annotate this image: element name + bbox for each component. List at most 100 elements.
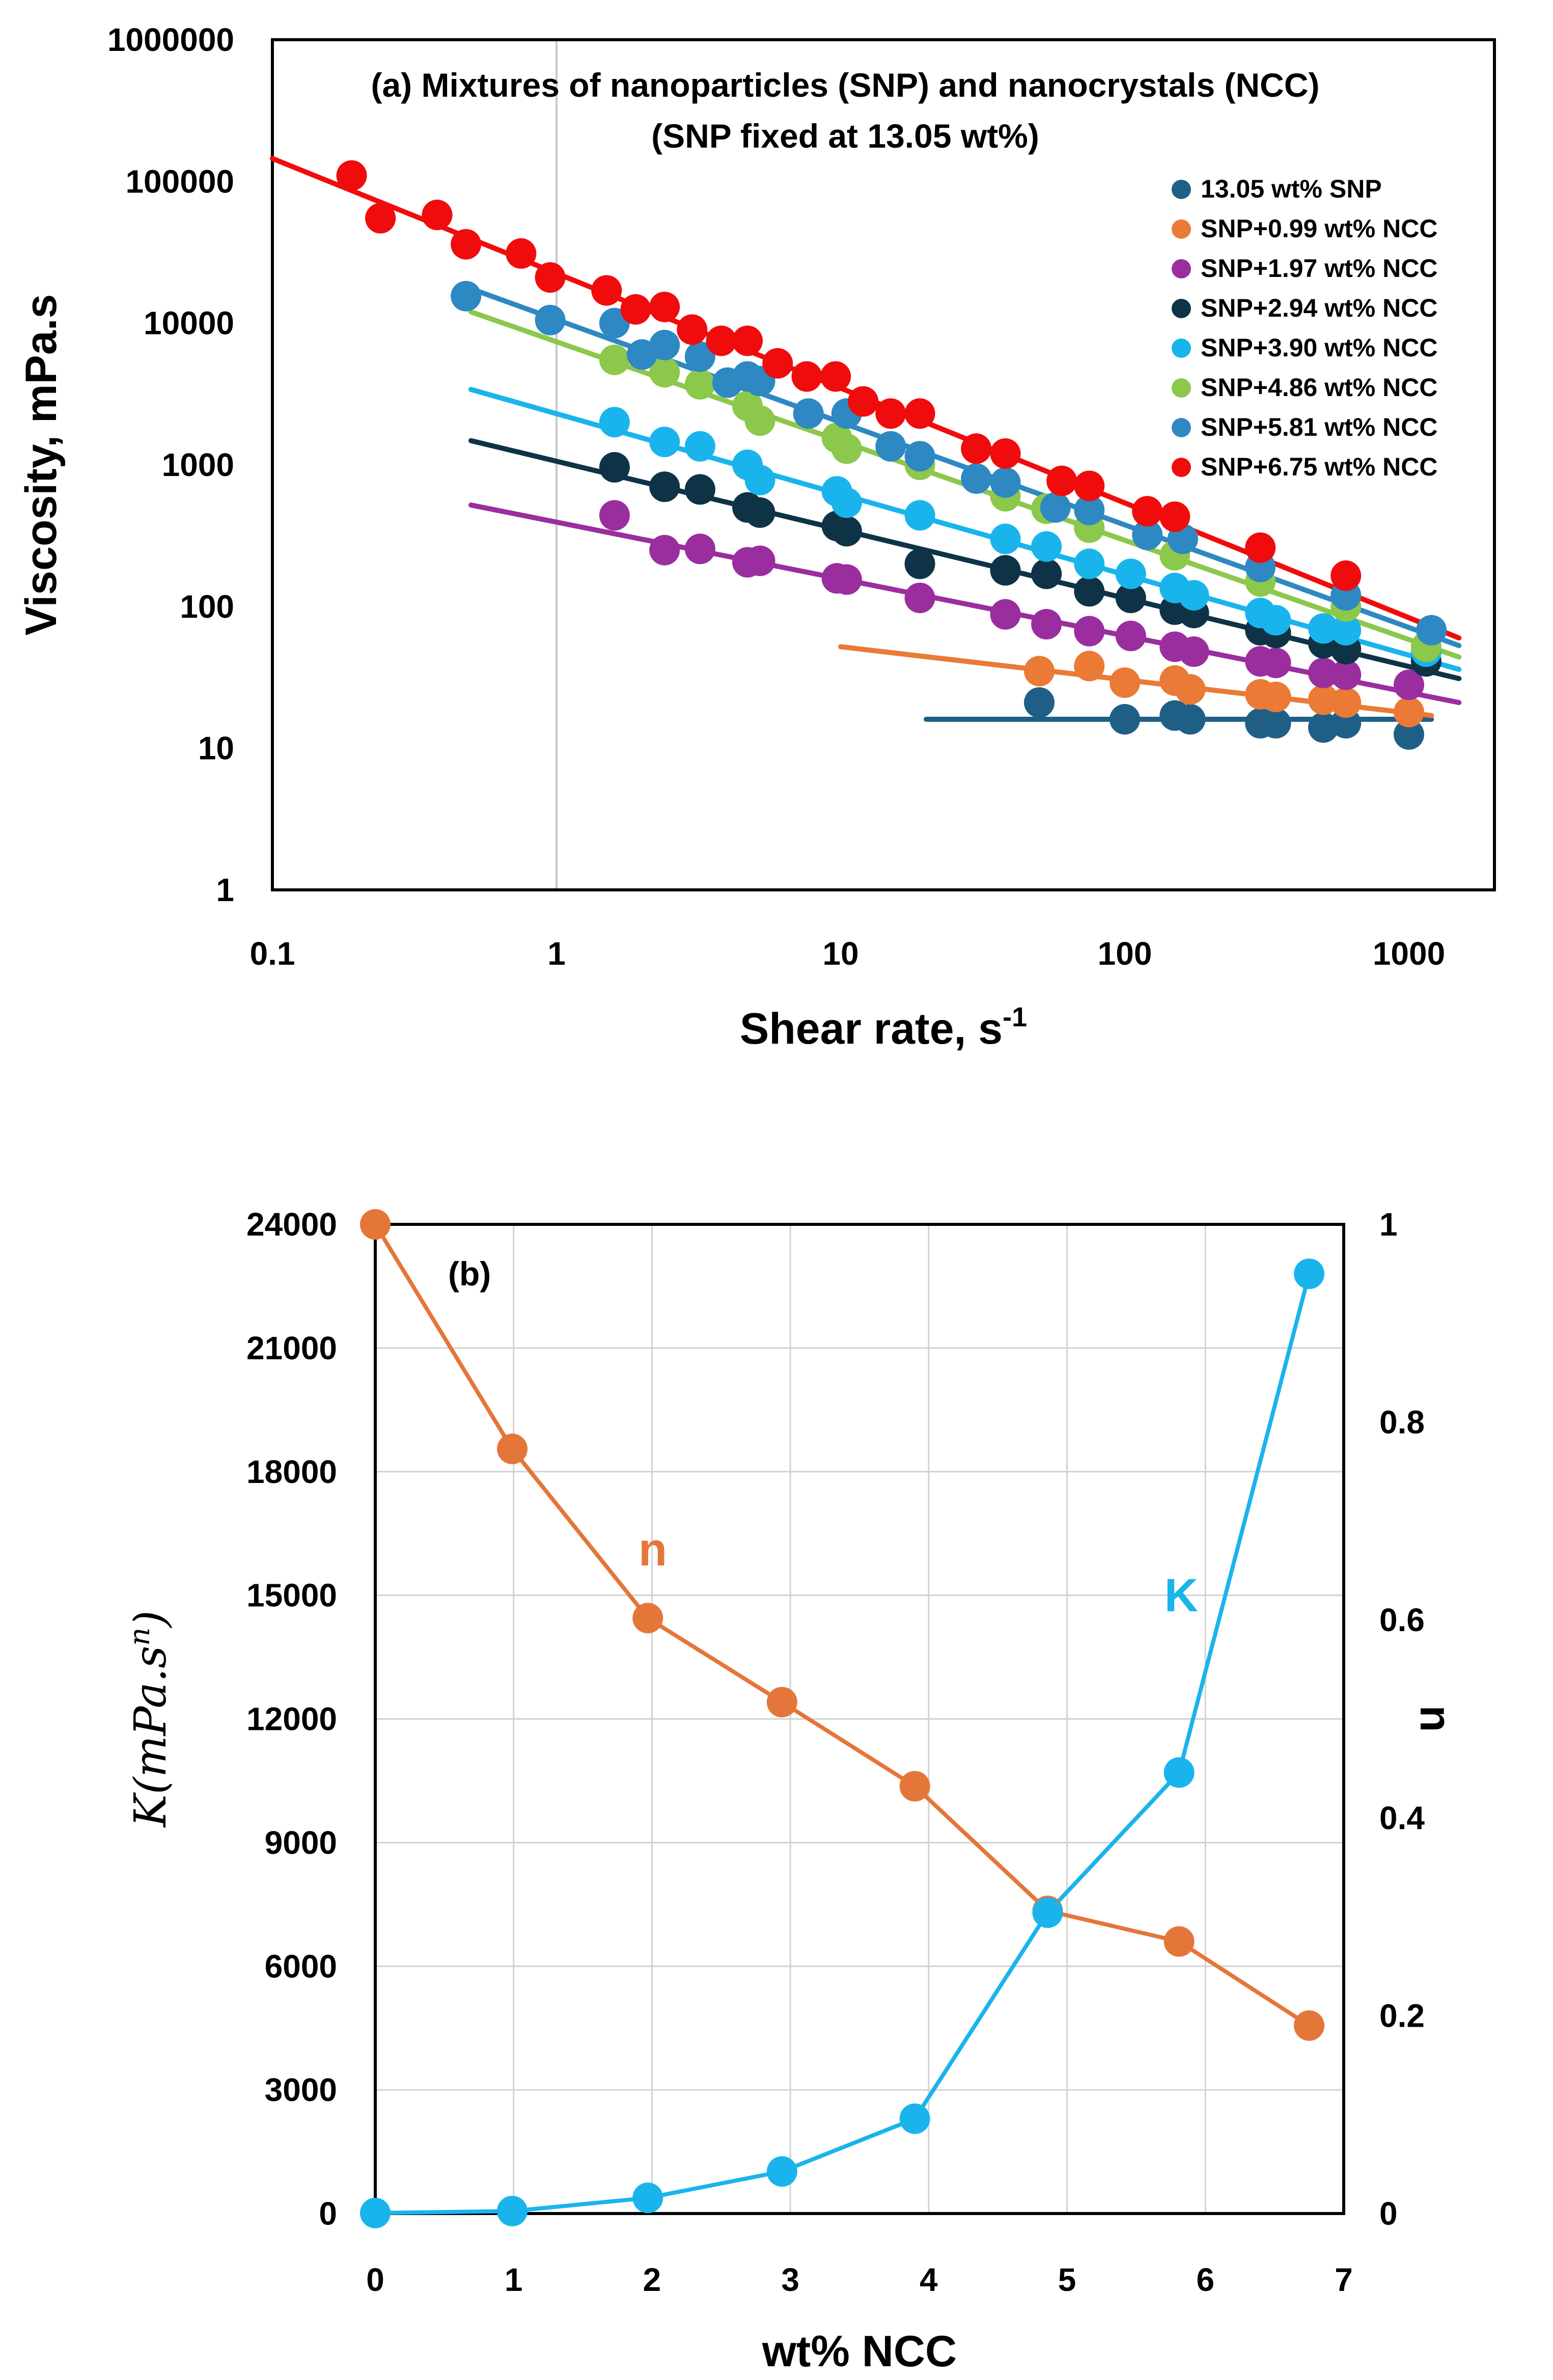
b-point-n-7 xyxy=(1294,2010,1325,2041)
b-right-tick-0.8: 0.8 xyxy=(1379,1404,1425,1441)
b-x-tick-2: 2 xyxy=(643,2261,661,2298)
a-point-s6-13 xyxy=(961,463,992,494)
a-legend-marker-6 xyxy=(1172,418,1191,437)
a-point-s3-7 xyxy=(904,548,935,579)
a-point-s2-0 xyxy=(599,500,630,531)
a-point-s6-9 xyxy=(793,398,824,429)
a-legend-marker-0 xyxy=(1172,180,1191,199)
a-point-s3-11 xyxy=(1115,582,1146,613)
a-point-s6-17 xyxy=(1132,519,1163,550)
a-point-s1-6 xyxy=(1260,681,1291,712)
n-curve-label: n xyxy=(639,1524,667,1576)
b-left-tick-9000: 9000 xyxy=(265,1824,337,1861)
a-point-s5-1 xyxy=(649,357,680,388)
a-point-s1-7 xyxy=(1308,684,1339,715)
a-point-s2-11 xyxy=(1115,621,1146,652)
b-x-tick-3: 3 xyxy=(781,2261,799,2298)
a-point-s7-18 xyxy=(961,433,992,464)
a-point-s7-3 xyxy=(451,229,482,260)
a-point-s7-22 xyxy=(1132,496,1163,527)
a-point-s7-5 xyxy=(535,262,566,293)
b-point-n-4 xyxy=(899,1771,930,1802)
b-x-tick-4: 4 xyxy=(920,2261,938,2298)
a-point-s7-17 xyxy=(904,398,935,429)
a-legend-label-2: SNP+1.97 wt% NCC xyxy=(1201,254,1437,283)
b-right-tick-0.6: 0.6 xyxy=(1379,1602,1425,1638)
a-point-s6-15 xyxy=(1040,492,1071,523)
k-curve-label: K xyxy=(1164,1570,1198,1621)
a-point-s3-0 xyxy=(599,452,630,483)
a-legend-label-7: SNP+6.75 wt% NCC xyxy=(1201,453,1437,481)
b-point-K-3 xyxy=(766,2156,797,2187)
b-left-axis-title-close: ) xyxy=(125,1610,176,1629)
a-point-s3-9 xyxy=(1031,558,1062,590)
a-point-s5-6 xyxy=(831,433,862,464)
a-legend-marker-4 xyxy=(1172,339,1191,358)
a-legend-label-3: SNP+2.94 wt% NCC xyxy=(1201,294,1437,322)
b-point-K-6 xyxy=(1163,1757,1195,1788)
a-point-s3-1 xyxy=(649,471,680,502)
b-right-tick-labels: 0 0.2 0.4 0.6 0.8 1 xyxy=(1379,1206,1425,2232)
a-legend-label-0: 13.05 wt% SNP xyxy=(1201,175,1382,203)
a-point-s7-9 xyxy=(677,314,708,345)
a-point-s7-4 xyxy=(506,238,537,269)
b-left-tick-15000: 15000 xyxy=(246,1577,337,1614)
a-point-s1-9 xyxy=(1394,696,1425,727)
a-subtitle: (SNP fixed at 13.05 wt%) xyxy=(651,117,1039,155)
a-point-s7-1 xyxy=(365,203,396,234)
a-y-tick-labels: 1 10 100 1000 10000 100000 1000000 xyxy=(107,21,234,908)
b-right-tick-0.2: 0.2 xyxy=(1379,1997,1425,2034)
a-fit-line-series-2 xyxy=(468,502,1462,705)
b-plot-frame xyxy=(374,1223,1345,2215)
a-point-s7-2 xyxy=(422,200,453,231)
a-point-s4-16 xyxy=(1308,613,1339,644)
a-y-tick-10000: 10000 xyxy=(144,305,234,342)
a-point-s2-8 xyxy=(990,599,1021,630)
a-point-s5-0 xyxy=(599,344,630,375)
a-y-tick-10: 10 xyxy=(198,730,234,767)
b-line-n xyxy=(373,1223,1311,2028)
b-left-tick-labels: 0 3000 6000 9000 12000 15000 18000 21000 24000 xyxy=(246,1206,337,2232)
b-point-K-2 xyxy=(632,2182,663,2214)
a-point-s4-2 xyxy=(684,431,715,462)
b-left-tick-3000: 3000 xyxy=(265,2071,337,2108)
a-point-s7-20 xyxy=(1046,465,1077,496)
a-point-s4-4 xyxy=(744,465,775,496)
a-point-s6-0 xyxy=(451,281,482,312)
a-point-s7-15 xyxy=(848,386,879,417)
a-point-s4-10 xyxy=(1074,548,1105,579)
a-x-tick-1000: 1000 xyxy=(1373,935,1445,972)
a-legend: 13.05 wt% SNP SNP+0.99 wt% NCC SNP+1.97 wt… xyxy=(1172,175,1437,481)
a-point-s7-12 xyxy=(762,348,793,379)
a-point-s4-9 xyxy=(1031,531,1062,562)
b-point-n-1 xyxy=(496,1434,528,1465)
a-data-points xyxy=(336,160,1447,750)
a-point-s2-1 xyxy=(649,535,680,566)
a-point-s3-4 xyxy=(744,497,775,528)
a-plot-frame xyxy=(271,38,1496,891)
b-point-K-0 xyxy=(360,2198,391,2229)
b-line-K xyxy=(375,1273,1311,2216)
a-fit-line-series-4 xyxy=(468,387,1462,672)
a-point-s3-10 xyxy=(1074,576,1105,607)
a-fit-line-series-3 xyxy=(468,438,1462,681)
a-point-s1-2 xyxy=(1110,667,1141,698)
a-point-s2-2 xyxy=(684,534,715,565)
a-point-s7-21 xyxy=(1074,470,1105,501)
a-legend-marker-3 xyxy=(1172,299,1191,318)
a-y-tick-1000: 1000 xyxy=(162,446,234,483)
b-x-axis-title: wt% NCC xyxy=(762,2327,957,2376)
a-point-s1-1 xyxy=(1074,651,1105,682)
a-point-s2-16 xyxy=(1308,657,1339,688)
a-point-s5-2 xyxy=(684,369,715,400)
a-point-s1-4 xyxy=(1175,674,1206,705)
a-point-s0-3 xyxy=(1175,704,1206,735)
a-point-s7-23 xyxy=(1159,501,1190,533)
a-point-s2-18 xyxy=(1394,669,1425,701)
a-point-s0-8 xyxy=(1394,719,1425,750)
b-point-K-4 xyxy=(899,2103,930,2134)
a-legend-label-1: SNP+0.99 wt% NCC xyxy=(1201,214,1437,243)
a-legend-marker-7 xyxy=(1172,458,1191,477)
a-point-s2-13 xyxy=(1178,636,1209,667)
